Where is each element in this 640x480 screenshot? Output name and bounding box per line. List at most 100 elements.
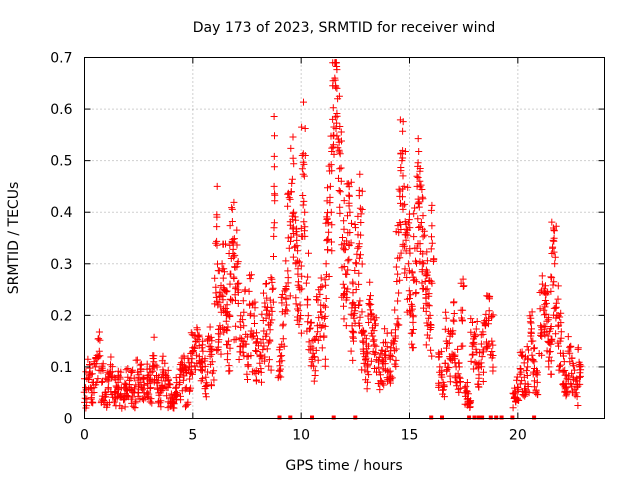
data-point: [407, 300, 415, 308]
data-point: [416, 165, 424, 172]
data-point: [199, 347, 207, 355]
data-point: [399, 185, 407, 193]
data-point: [95, 347, 103, 355]
data-point: [111, 398, 119, 406]
data-point: [341, 284, 348, 292]
data-point: [210, 367, 218, 375]
data-point: [122, 366, 130, 374]
data-point: [219, 324, 227, 332]
data-point: [525, 346, 532, 354]
data-point: [557, 334, 565, 342]
data-point: [476, 349, 484, 357]
data-point: [472, 332, 480, 340]
data-point: [386, 367, 394, 375]
data-point: [423, 257, 431, 265]
data-point: [280, 342, 288, 350]
data-point: [472, 345, 480, 353]
data-point: [467, 357, 475, 365]
data-point: [448, 330, 456, 338]
data-point: [381, 351, 389, 359]
data-point: [345, 199, 353, 207]
data-point: [87, 370, 95, 378]
data-point: [300, 172, 308, 180]
data-point: [519, 391, 527, 398]
data-point: [323, 237, 331, 245]
data-point: [417, 181, 425, 189]
data-point: [364, 378, 371, 386]
data-point: [328, 238, 335, 246]
data-point: [247, 271, 255, 279]
data-point: [297, 329, 305, 337]
data-point: [347, 239, 355, 247]
data-point: [356, 204, 364, 212]
data-point: [213, 213, 221, 221]
data-point: [324, 219, 332, 227]
data-point: [300, 98, 307, 106]
data-point: [422, 341, 430, 349]
data-point: [427, 346, 435, 354]
data-point: [517, 365, 525, 373]
data-point: [227, 296, 235, 304]
data-point: [489, 341, 497, 349]
data-point: [559, 367, 567, 375]
data-point: [477, 331, 485, 339]
data-point: [407, 307, 415, 315]
data-point: [239, 297, 247, 305]
data-point: [355, 269, 363, 277]
data-point: [548, 218, 556, 226]
data-point: [314, 356, 322, 364]
data-point: [286, 195, 294, 203]
data-point: [366, 278, 374, 286]
data-point: [538, 332, 546, 340]
data-point: [317, 274, 325, 282]
data-point: [364, 360, 371, 368]
data-point: [237, 312, 245, 320]
data-point: [91, 363, 99, 371]
data-point: [393, 320, 401, 328]
data-point: [532, 370, 540, 378]
data-point: [212, 283, 220, 291]
data-point: [278, 352, 286, 360]
data-point: [435, 349, 443, 357]
data-point: [117, 368, 125, 376]
data-point: [240, 322, 248, 330]
data-point: [253, 329, 260, 337]
data-point: [340, 315, 348, 323]
data-point: [394, 270, 402, 278]
data-point: [550, 237, 558, 245]
data-point: [328, 221, 336, 229]
data-point: [306, 324, 314, 332]
data-point: [430, 257, 437, 265]
data-point: [270, 253, 277, 260]
data-point: [116, 375, 124, 383]
data-point: [208, 337, 216, 345]
data-point: [199, 375, 206, 383]
data-point: [317, 301, 325, 309]
data-point: [533, 391, 541, 398]
data-point: [357, 210, 365, 218]
data-point: [147, 368, 155, 376]
data-point: [489, 363, 497, 371]
data-point: [514, 386, 522, 394]
data-point: [270, 182, 278, 190]
data-point: [298, 165, 306, 173]
data-point: [187, 370, 195, 378]
data-point: [288, 175, 296, 183]
data-point: [147, 395, 155, 403]
data-point: [131, 404, 139, 412]
data-point: [574, 382, 582, 390]
data-point: [357, 251, 364, 259]
data-point: [266, 326, 274, 334]
data-point: [258, 378, 265, 386]
data-point: [365, 319, 373, 326]
data-point: [542, 282, 549, 290]
data-point: [425, 302, 433, 310]
data-point: [240, 308, 248, 316]
data-point: [361, 331, 369, 339]
data-point: [287, 237, 294, 245]
data-point: [255, 368, 262, 375]
data-point: [295, 278, 302, 286]
data-point: [241, 286, 249, 294]
data-point: [175, 381, 183, 389]
data-point: [99, 360, 107, 368]
